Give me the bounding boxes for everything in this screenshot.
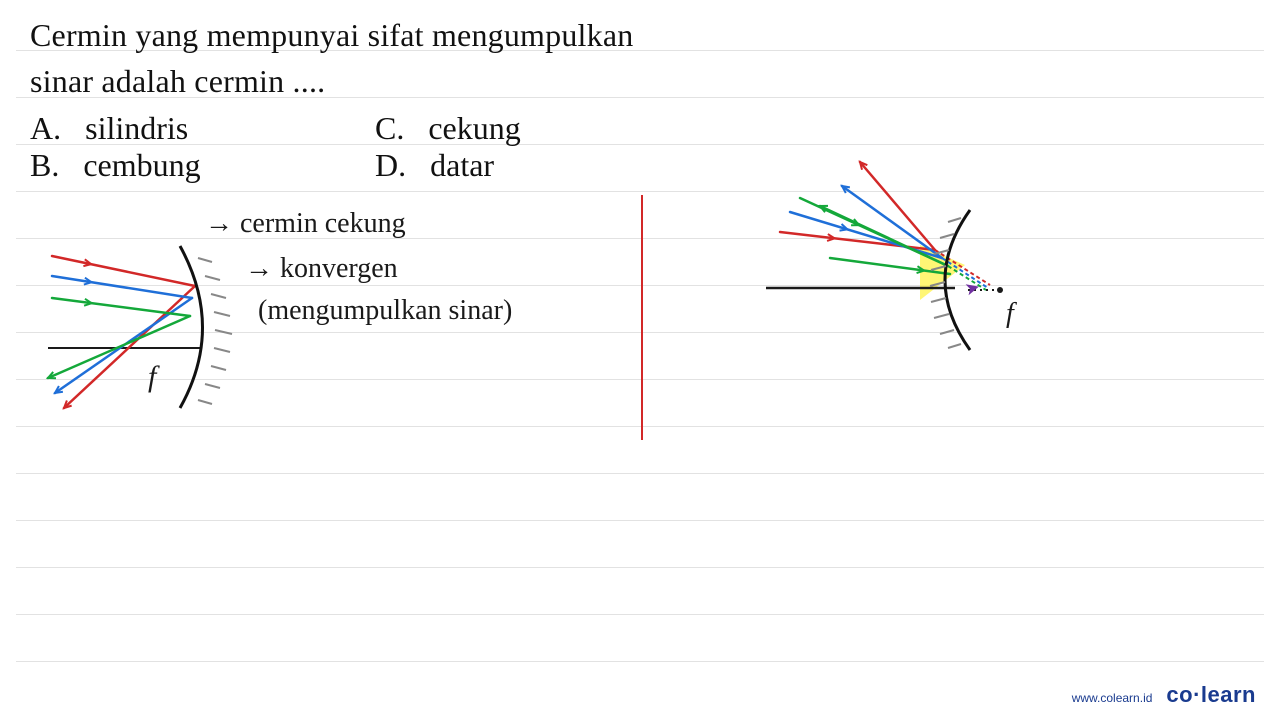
option-d: D. datar <box>375 147 675 184</box>
option-b: B. cembung <box>30 147 375 184</box>
option-c: C. cekung <box>375 110 675 147</box>
svg-text:f: f <box>148 360 160 393</box>
handwritten-note-2: → konvergen <box>245 253 398 285</box>
svg-text:f: f <box>1006 298 1017 329</box>
handwritten-note-3: (mengumpulkan sinar) <box>258 295 512 327</box>
option-a: A. silindris <box>30 110 375 147</box>
convex-mirror-diagram: f <box>760 150 1030 390</box>
footer-url: www.colearn.id <box>1072 691 1153 705</box>
question-text: Cermin yang mempunyai sifat mengumpulkan… <box>30 12 750 105</box>
question-line2: sinar adalah cermin .... <box>30 63 325 99</box>
question-line1: Cermin yang mempunyai sifat mengumpulkan <box>30 17 633 53</box>
footer-brand: co·learn <box>1166 682 1256 708</box>
concave-mirror-diagram: f <box>40 238 240 428</box>
footer: www.colearn.id co·learn <box>1072 682 1256 708</box>
answer-options: A. silindris C. cekung B. cembung D. dat… <box>30 110 675 184</box>
handwritten-note-1: → cermin cekung <box>205 208 406 240</box>
vertical-divider <box>640 195 644 445</box>
